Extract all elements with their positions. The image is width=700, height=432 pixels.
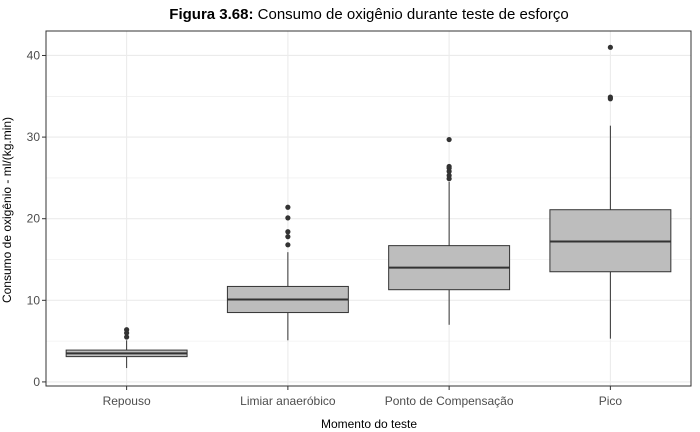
y-tick-label: 10	[27, 293, 41, 307]
outlier-point	[285, 204, 291, 210]
outlier-point	[446, 172, 452, 179]
x-axis-label: Momento do teste	[321, 417, 417, 431]
outlier-point	[607, 44, 613, 50]
y-tick-label: 20	[27, 212, 41, 226]
grid	[46, 31, 691, 386]
chart-title-text: Consumo de oxigênio durante teste de esf…	[254, 6, 569, 23]
x-tick-label: Ponto de Compensação	[385, 394, 514, 408]
y-tick-label: 30	[27, 130, 41, 144]
chart-title: Figura 3.68: Consumo de oxigênio durante…	[169, 6, 568, 23]
outlier-point	[285, 229, 291, 235]
y-tick-label: 40	[27, 48, 41, 62]
box-4	[549, 44, 672, 339]
outlier-point	[285, 242, 291, 248]
outlier-point	[446, 136, 452, 143]
axes: 0 10 20 30 40 Repouso Limiar anaeróbico Ponto d…	[27, 48, 623, 408]
x-tick-label: Pico	[599, 394, 623, 408]
outlier-point	[607, 94, 613, 100]
outlier-point	[285, 234, 291, 240]
boxes	[65, 44, 672, 369]
outlier-point	[124, 334, 130, 340]
outlier-point	[124, 327, 130, 333]
outlier-point	[446, 163, 452, 170]
panel-background	[46, 31, 691, 386]
x-tick-label: Limiar anaeróbico	[240, 394, 336, 408]
y-axis-label: Consumo de oxigênio - ml/(kg.min)	[0, 117, 14, 303]
box-3	[388, 136, 511, 325]
chart-title-prefix: Figura 3.68:	[169, 6, 253, 23]
box-2	[226, 204, 349, 341]
outlier-point	[285, 215, 291, 221]
box-1	[65, 327, 188, 369]
x-tick-label: Repouso	[103, 394, 151, 408]
panel-border	[45, 30, 692, 387]
y-tick-label: 0	[33, 375, 40, 389]
